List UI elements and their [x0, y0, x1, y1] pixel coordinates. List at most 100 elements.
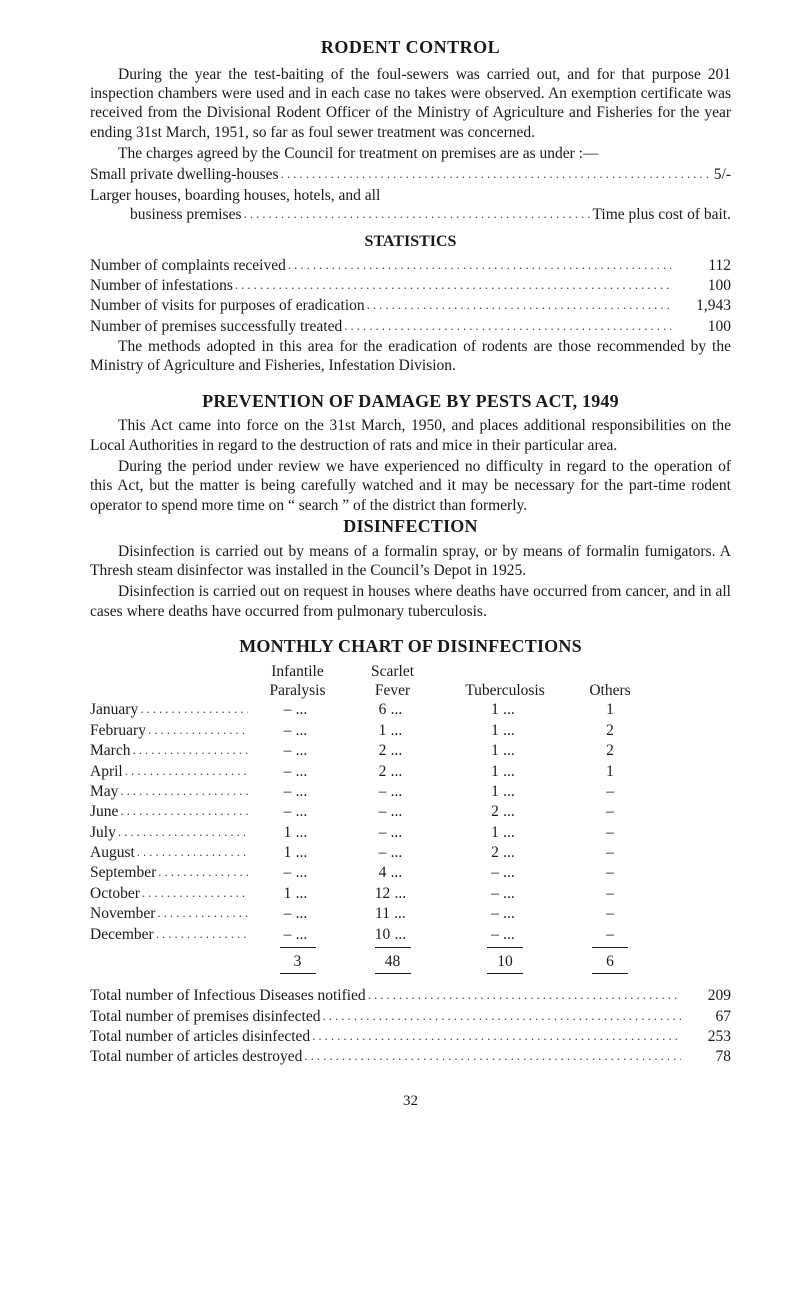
cell-tb: 1...: [440, 782, 570, 801]
table-row: September–...4...–...–: [90, 863, 731, 883]
month-name: February: [90, 721, 146, 740]
col-tuberculosis: Tuberculosis: [440, 681, 570, 700]
month-name: September: [90, 863, 156, 882]
cell-tb: 1...: [440, 721, 570, 740]
table-row: May–...–...1...–: [90, 782, 731, 802]
cell-tb: 1...: [440, 700, 570, 719]
total-ot: 6: [570, 950, 650, 971]
paragraph: Disinfection is carried out by means of …: [90, 542, 731, 581]
cell-tb: 2...: [440, 802, 570, 821]
cell-tb: –...: [440, 925, 570, 944]
col-others: Others: [570, 681, 650, 700]
month-name: January: [90, 700, 138, 719]
cell-ot: 2: [570, 741, 650, 760]
heading-statistics: STATISTICS: [90, 232, 731, 252]
month-name: August: [90, 843, 135, 862]
leader-dots: [244, 205, 591, 225]
leader-dots: [140, 700, 248, 720]
disinfections-table: Infantile Scarlet Paralysis Fever Tuberc…: [90, 662, 731, 977]
table-row: February–...1...1...2: [90, 721, 731, 741]
cell-ip: 1...: [250, 823, 345, 842]
leader-dots: [368, 986, 681, 1006]
leader-dots: [367, 296, 671, 316]
stat-value: 112: [673, 256, 731, 275]
heading-monthly-chart: MONTHLY CHART OF DISINFECTIONS: [90, 635, 731, 658]
stat-row: Number of infestations100: [90, 276, 731, 296]
cell-tb: 1...: [440, 741, 570, 760]
cell-ot: 1: [570, 700, 650, 719]
rule-icon: [280, 973, 316, 974]
month-name: November: [90, 904, 155, 923]
cell-ot: –: [570, 782, 650, 801]
stat-label: Number of visits for purposes of eradica…: [90, 296, 365, 315]
cell-ot: –: [570, 802, 650, 821]
table-row: November–...11...–...–: [90, 904, 731, 924]
table-header-row: Paralysis Fever Tuberculosis Others: [90, 681, 731, 700]
leader-dots: [304, 1047, 681, 1067]
table-row: March–...2...1...2: [90, 741, 731, 761]
month-name: July: [90, 823, 116, 842]
paragraph: During the period under review we have e…: [90, 457, 731, 515]
rule-icon: [375, 973, 411, 974]
final-total-label: Total number of articles destroyed: [90, 1047, 302, 1066]
paragraph: This Act came into force on the 31st Mar…: [90, 416, 731, 455]
stat-label: Number of complaints received: [90, 256, 286, 275]
final-total-row: Total number of articles disinfected253: [90, 1027, 731, 1047]
cell-ot: 2: [570, 721, 650, 740]
rule-icon: [375, 947, 411, 948]
table-row: October1...12...–...–: [90, 884, 731, 904]
rule-icon: [487, 947, 523, 948]
col-fever: Fever: [345, 681, 440, 700]
month-name: June: [90, 802, 118, 821]
final-totals-block: Total number of Infectious Diseases noti…: [90, 986, 731, 1068]
stat-row: Number of premises successfully treated1…: [90, 317, 731, 337]
leader-dots: [148, 721, 248, 741]
paragraph: During the year the test-baiting of the …: [90, 65, 731, 143]
final-total-row: Total number of premises disinfected67: [90, 1007, 731, 1027]
rule-icon: [592, 973, 628, 974]
page: RODENT CONTROL During the year the test-…: [0, 0, 801, 1141]
cell-sf: 6...: [345, 700, 440, 719]
cell-tb: –...: [440, 863, 570, 882]
leader-dots: [137, 843, 248, 863]
cell-ip: –...: [250, 700, 345, 719]
leader-dots: [157, 904, 248, 924]
rule-icon: [280, 947, 316, 948]
table-rule-row: [90, 971, 731, 976]
statistics-block: Number of complaints received112Number o…: [90, 256, 731, 338]
cell-sf: 12...: [345, 884, 440, 903]
stat-row: Number of complaints received 112: [90, 256, 731, 276]
leader-dots: [323, 1007, 682, 1027]
charge-left: business premises: [90, 205, 242, 225]
month-name: March: [90, 741, 130, 760]
stat-label: Number of premises successfully treated: [90, 317, 342, 336]
cell-ot: –: [570, 843, 650, 862]
leader-dots: [125, 762, 248, 782]
cell-sf: –...: [345, 823, 440, 842]
total-tb: 10: [440, 950, 570, 971]
paragraph: Disinfection is carried out on request i…: [90, 582, 731, 621]
leader-dots: [142, 884, 248, 904]
charge-right: Time plus cost of bait.: [592, 205, 731, 225]
cell-ip: –...: [250, 721, 345, 740]
month-name: December: [90, 925, 154, 944]
charge-line: Larger houses, boarding houses, hotels, …: [90, 186, 731, 205]
rule-icon: [592, 947, 628, 948]
cell-sf: 10...: [345, 925, 440, 944]
leader-dots: [312, 1027, 681, 1047]
cell-sf: 11...: [345, 904, 440, 923]
table-row: April–...2...1...1: [90, 762, 731, 782]
charge-left: Larger houses, boarding houses, hotels, …: [90, 187, 380, 204]
leader-dots: [156, 925, 248, 945]
heading-prevention: PREVENTION OF DAMAGE BY PESTS ACT, 1949: [90, 390, 731, 413]
cell-ot: –: [570, 904, 650, 923]
stat-row: Number of visits for purposes of eradica…: [90, 296, 731, 316]
leader-dots: [344, 317, 671, 337]
stat-value: 100: [673, 276, 731, 295]
cell-tb: –...: [440, 884, 570, 903]
final-total-label: Total number of articles disinfected: [90, 1027, 310, 1046]
table-row: August1...–...2...–: [90, 843, 731, 863]
final-total-value: 67: [683, 1007, 731, 1026]
cell-ip: –...: [250, 802, 345, 821]
leader-dots: [288, 256, 671, 276]
